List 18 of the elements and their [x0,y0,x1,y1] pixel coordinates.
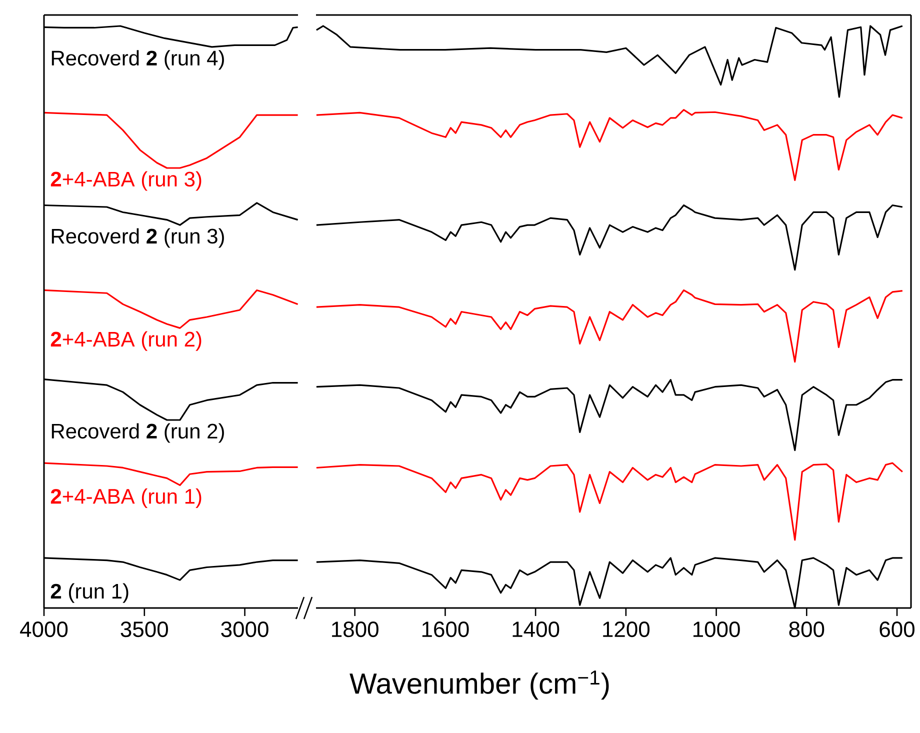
x-axis-title: Wavenumber (cm$^{−1}$) [350,670,609,700]
x-tick-label: 4000 [20,622,68,638]
x-tick-label: 800 [789,622,824,638]
series-label: 2+4-ABA (run 2) [50,331,202,351]
series-label: 2+4-ABA (run 3) [50,171,202,191]
x-tick-label: 1000 [693,622,740,638]
series-label: Recoverd 2 (run 3) [52,228,224,248]
series-label: 2 (run 1) [50,583,128,603]
x-tick-label: 3500 [120,622,168,638]
series-label: Recoverd 2 (run 2) [52,423,224,443]
x-tick-label: 1200 [603,622,650,638]
x-tick-label: 600 [880,622,914,638]
series-label: Recoverd 2 (run 4) [52,50,224,70]
x-tick-label: 3000 [221,622,268,638]
x-tick-label: 1600 [422,622,469,638]
x-tick-label: 1800 [332,622,378,638]
series-label: 2+4-ABA (run 1) [50,488,202,508]
x-tick-label: 1400 [512,622,560,638]
